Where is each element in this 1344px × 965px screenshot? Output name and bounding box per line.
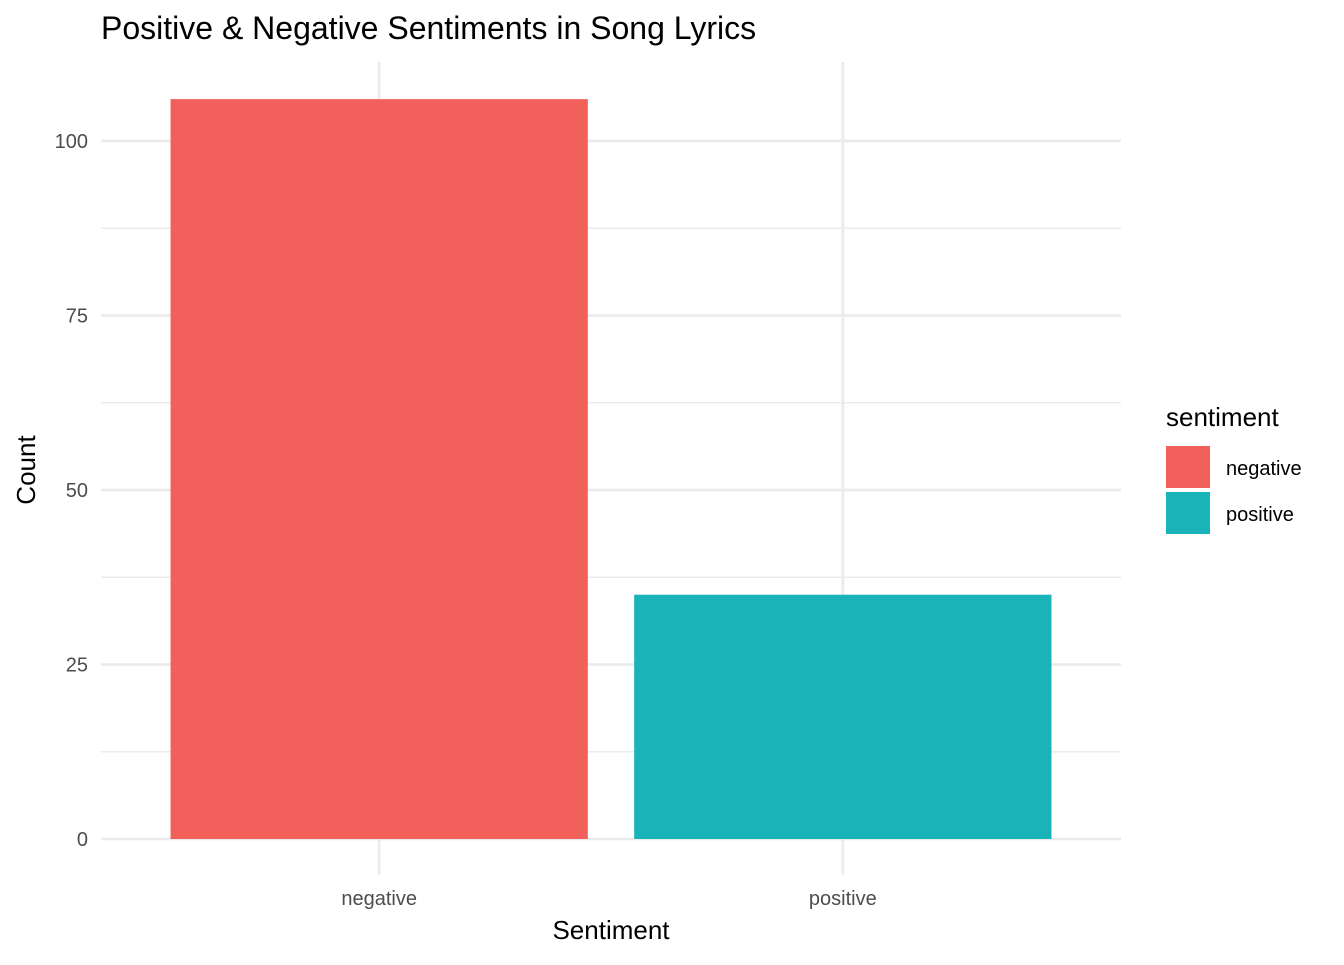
chart-title: Positive & Negative Sentiments in Song L… <box>101 10 756 46</box>
y-axis-title: Count <box>11 435 41 505</box>
y-tick-label: 100 <box>55 131 88 153</box>
legend-label-negative: negative <box>1226 458 1302 480</box>
y-tick-labels: 0 25 50 75 100 <box>55 131 88 851</box>
y-tick-label: 0 <box>77 829 88 851</box>
x-tick-label: negative <box>341 888 417 910</box>
bars-layer <box>170 99 1052 840</box>
bar-negative <box>170 99 588 840</box>
bar-positive <box>634 594 1052 839</box>
legend-title: sentiment <box>1166 402 1279 432</box>
x-tick-label: positive <box>809 888 877 910</box>
legend: sentiment negative positive <box>1166 402 1302 534</box>
legend-swatch-positive <box>1166 492 1210 534</box>
y-tick-label: 25 <box>66 655 88 677</box>
y-tick-label: 50 <box>66 480 88 502</box>
y-tick-label: 75 <box>66 306 88 328</box>
legend-entries: negative positive <box>1166 446 1302 534</box>
x-tick-labels: negative positive <box>341 888 876 910</box>
legend-label-positive: positive <box>1226 504 1294 526</box>
x-axis-title: Sentiment <box>552 915 670 945</box>
legend-swatch-negative <box>1166 446 1210 488</box>
